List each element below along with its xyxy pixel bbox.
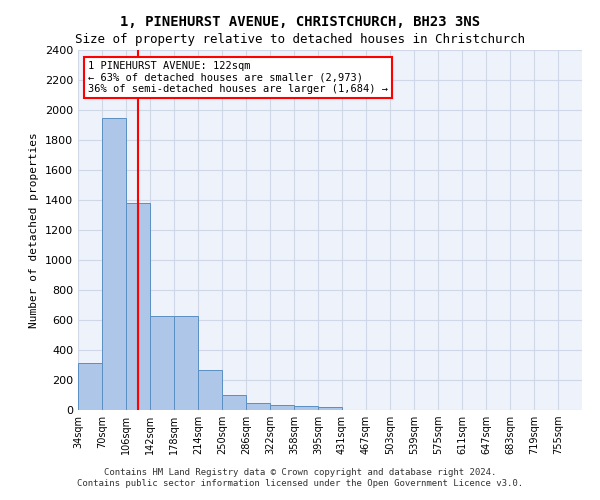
Bar [102, 118, 126, 410]
Text: 1, PINEHURST AVENUE, CHRISTCHURCH, BH23 3NS: 1, PINEHURST AVENUE, CHRISTCHURCH, BH23 … [120, 15, 480, 29]
Y-axis label: Number of detached properties: Number of detached properties [29, 132, 40, 328]
Text: 1 PINEHURST AVENUE: 122sqm
← 63% of detached houses are smaller (2,973)
36% of s: 1 PINEHURST AVENUE: 122sqm ← 63% of deta… [88, 61, 388, 94]
Text: Contains HM Land Registry data © Crown copyright and database right 2024.
Contai: Contains HM Land Registry data © Crown c… [77, 468, 523, 487]
Bar [270, 405, 294, 410]
Bar [126, 203, 150, 410]
Bar [222, 395, 246, 410]
Bar [294, 406, 318, 410]
Bar [78, 363, 102, 410]
Text: Size of property relative to detached houses in Christchurch: Size of property relative to detached ho… [75, 32, 525, 46]
Bar [318, 406, 342, 410]
Bar [198, 370, 222, 410]
Bar [150, 316, 174, 410]
Bar [174, 316, 198, 410]
Bar [246, 403, 270, 410]
